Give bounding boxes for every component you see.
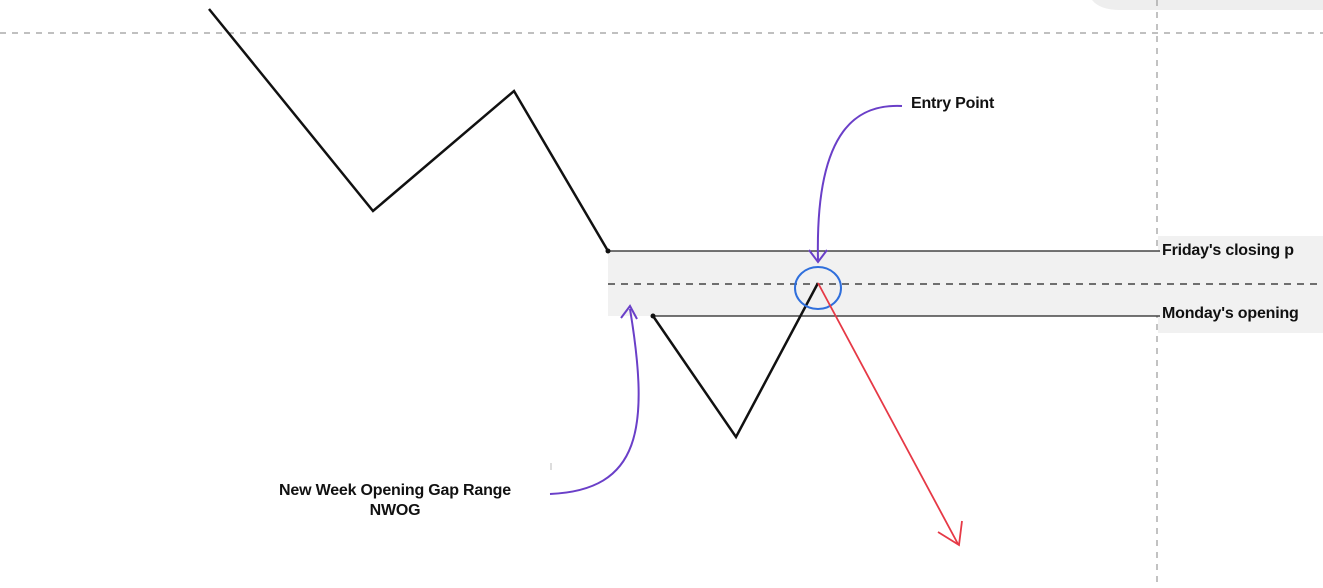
nwog-callout-arrow (549, 308, 640, 495)
nwog-label-line1: New Week Opening Gap Range (279, 482, 511, 499)
nwog-label: New Week Opening Gap Range NWOG (250, 481, 540, 521)
nwog-label-line2: NWOG (369, 502, 421, 519)
monday-open-label: Monday's opening (1162, 305, 1299, 322)
entry-circle (794, 266, 842, 310)
entry-callout-arrowhead (808, 249, 828, 264)
sell-arrow-head (937, 520, 963, 547)
price-path-before-gap (208, 8, 610, 252)
monday-open-dot (650, 313, 656, 319)
monday-label-backdrop (1158, 299, 1323, 333)
friday-close-dot (605, 248, 611, 254)
corner-panel (1092, 0, 1323, 10)
friday-close-label: Friday's closing p (1162, 242, 1294, 259)
nwog-callout-arrowhead (620, 304, 638, 320)
entry-callout-arrow (816, 104, 903, 261)
friday-label-backdrop (1158, 236, 1323, 266)
price-path-after-gap (651, 282, 820, 440)
entry-point-label: Entry Point (911, 95, 995, 112)
sell-arrow-line (817, 282, 959, 545)
